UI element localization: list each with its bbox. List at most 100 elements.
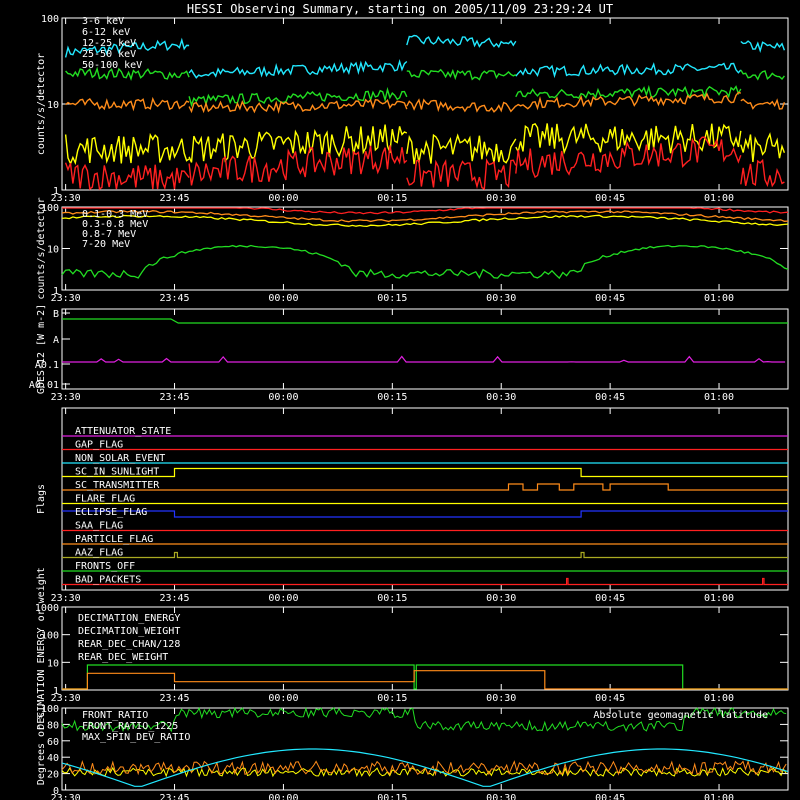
series-line <box>62 664 788 690</box>
flag-label: SC_TRANSMITTER <box>75 480 160 491</box>
x-tick-label: 00:30 <box>486 693 516 704</box>
y-tick-label: A <box>53 335 59 346</box>
flag-label: GAP_FLAG <box>75 440 123 451</box>
flag-label: BAD_PACKETS <box>75 575 141 586</box>
x-tick-label: 00:00 <box>268 693 298 704</box>
series-line <box>406 68 517 81</box>
x-tick-label: 00:45 <box>595 193 625 204</box>
series-line <box>740 132 786 163</box>
series-line <box>61 759 787 777</box>
flag-label: ATTENUATOR_STATE <box>75 426 171 437</box>
flag-label: AAZ_FLAG <box>75 548 123 559</box>
y-tick-label: 10 <box>47 245 59 256</box>
series-line <box>61 210 789 223</box>
legend-entry: REAR_DEC_WEIGHT <box>78 652 168 663</box>
legend-entry: 0.3-0.8 MeV <box>82 219 148 230</box>
series-line <box>740 69 785 81</box>
flag-label: ECLIPSE_FLAG <box>75 507 147 518</box>
y-tick-label: B <box>53 309 59 320</box>
y-tick-label: 40 <box>47 753 59 764</box>
panel-6-frame <box>61 707 789 791</box>
x-tick-label: 00:15 <box>377 193 407 204</box>
y-tick-label: 20 <box>47 770 59 781</box>
y-tick-label: 1 <box>53 186 59 197</box>
flag-line <box>62 510 788 518</box>
series-line <box>188 59 408 79</box>
series-line <box>61 244 789 280</box>
series-line <box>515 62 742 79</box>
flag-label: FLARE_FLAG <box>75 494 135 505</box>
x-tick-label: 23:30 <box>51 193 81 204</box>
panel-3-ylabel: GOES-12 [W m-2] <box>36 304 47 394</box>
y-tick-label: 1000 <box>35 603 59 614</box>
x-tick-label: 00:00 <box>268 293 298 304</box>
y-tick-label: 10 <box>47 658 59 669</box>
series-line <box>61 766 787 778</box>
x-tick-label: 00:30 <box>486 392 516 403</box>
panel-4-ylabel: Flags <box>36 484 47 514</box>
y-tick-label: 80 <box>47 720 59 731</box>
panel-2-ylabel: counts/s/detector <box>36 197 47 299</box>
x-tick-label: 00:15 <box>377 593 407 604</box>
legend-entry: 0.8-7 MeV <box>82 229 136 240</box>
panel-5-frame <box>61 606 789 691</box>
x-tick-label: 01:00 <box>704 793 734 800</box>
x-tick-label: 00:00 <box>268 793 298 800</box>
x-tick-label: 23:30 <box>51 793 81 800</box>
series-line <box>65 66 190 82</box>
series-line <box>64 162 190 191</box>
series-line <box>515 123 742 155</box>
x-tick-label: 23:30 <box>51 293 81 304</box>
legend-entry: Absolute geomagnetic latitude <box>593 710 768 721</box>
x-tick-label: 01:00 <box>704 593 734 604</box>
legend-entry: FRONT_RATIO <box>82 710 148 721</box>
legend-entry: 7-20 MeV <box>82 239 130 250</box>
y-tick-label: 100 <box>41 704 59 715</box>
series-line <box>188 145 408 186</box>
series-line <box>61 214 789 228</box>
x-tick-label: 01:00 <box>704 193 734 204</box>
series-line <box>406 98 517 113</box>
panel-3-frame <box>61 308 789 390</box>
x-tick-label: 00:15 <box>377 793 407 800</box>
x-tick-label: 00:30 <box>486 793 516 800</box>
flag-line <box>62 483 788 491</box>
series-line <box>62 207 789 215</box>
flag-label: NON_SOLAR_EVENT <box>75 453 165 464</box>
x-tick-label: 00:15 <box>377 293 407 304</box>
series-line <box>515 136 742 179</box>
series-line <box>515 84 742 99</box>
series-line <box>515 91 742 111</box>
y-tick-label: 1 <box>53 686 59 697</box>
panel-1-frame <box>61 17 789 191</box>
series-line <box>188 124 408 163</box>
y-tick-label: A0.1 <box>35 360 59 371</box>
series-line <box>740 158 785 188</box>
x-tick-label: 01:00 <box>704 293 734 304</box>
flag-line <box>62 551 788 559</box>
panel-6-ylabel: Degrees or % <box>36 713 47 785</box>
x-tick-label: 00:00 <box>268 193 298 204</box>
series-line <box>64 132 190 166</box>
panel-5-ylabel: DECIMATION ENERGY or weight <box>36 567 47 730</box>
legend-entry: REAR_DEC_CHAN/128 <box>78 639 180 650</box>
x-tick-label: 23:45 <box>159 193 189 204</box>
x-tick-label: 23:45 <box>159 693 189 704</box>
flag-label: SC_IN_SUNLIGHT <box>75 467 159 478</box>
x-tick-label: 00:45 <box>595 392 625 403</box>
x-tick-label: 23:45 <box>159 593 189 604</box>
legend-entry: FRONT_RATIO_1225 <box>82 721 178 732</box>
legend-entry: 3-6 keV <box>82 16 124 27</box>
x-tick-label: 23:45 <box>159 392 189 403</box>
x-tick-label: 00:30 <box>486 193 516 204</box>
legend-entry: 12-25 keV <box>82 38 136 49</box>
panel-4-frame <box>61 407 789 591</box>
x-tick-label: 00:00 <box>268 392 298 403</box>
x-tick-label: 23:45 <box>159 293 189 304</box>
legend-entry: DECIMATION_WEIGHT <box>78 626 180 637</box>
x-tick-label: 00:00 <box>268 593 298 604</box>
legend-entry: 25-50 keV <box>82 49 136 60</box>
y-tick-label: 60 <box>47 737 59 748</box>
x-tick-label: 00:15 <box>377 392 407 403</box>
